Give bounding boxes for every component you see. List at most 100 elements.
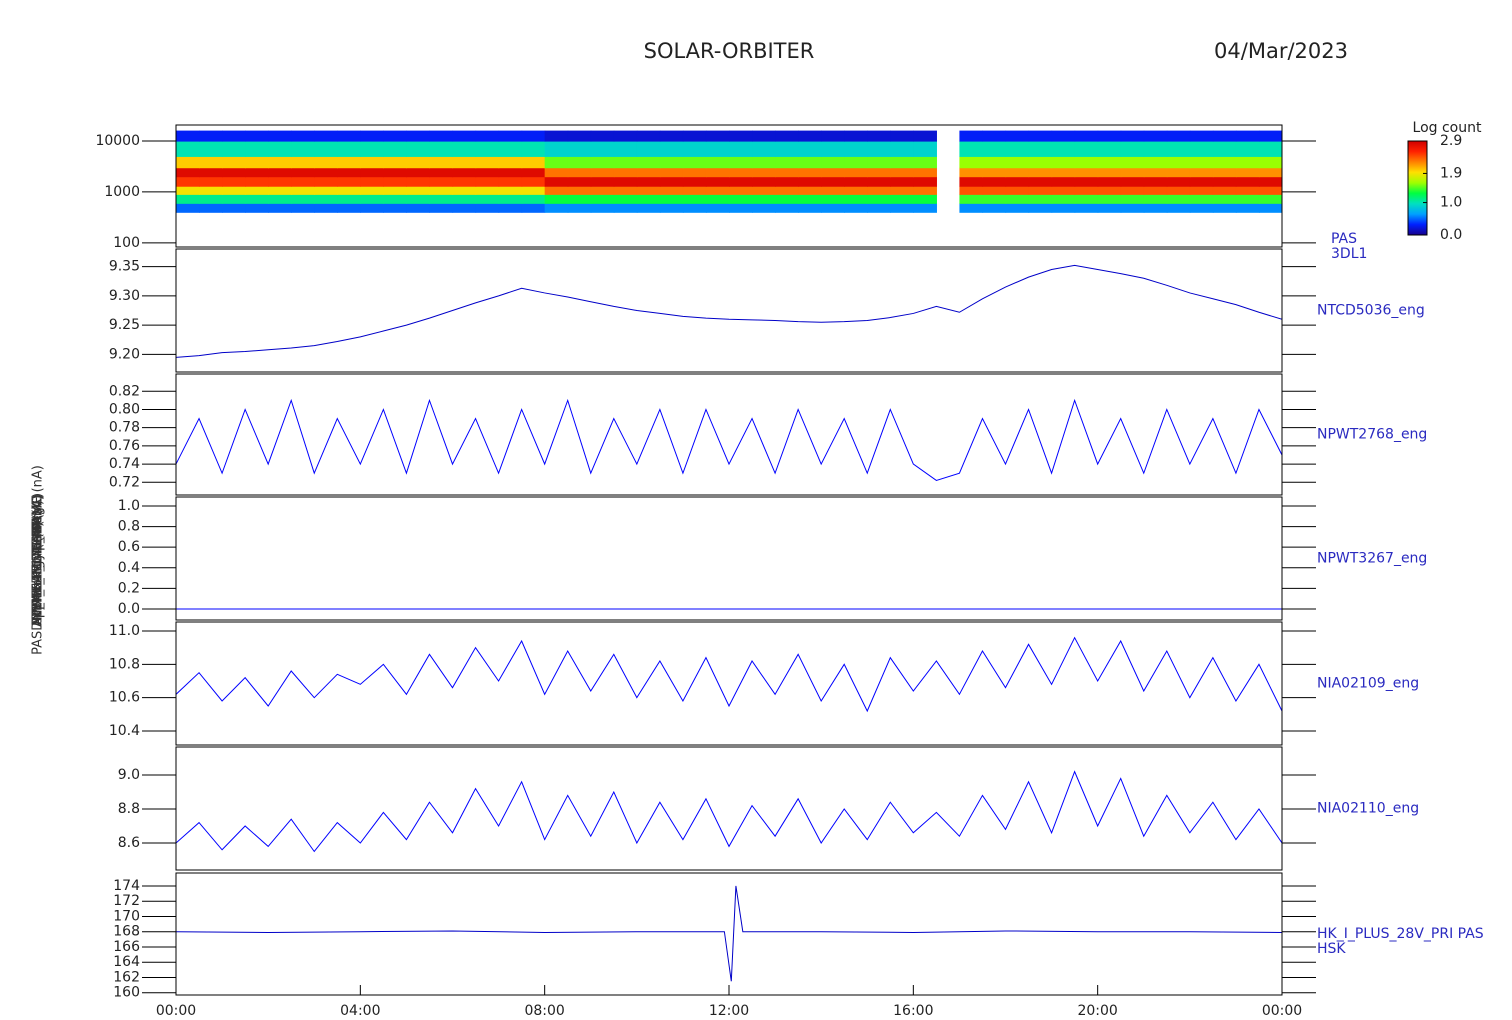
heatmap-cell bbox=[1005, 156, 1030, 169]
heatmap-cell bbox=[613, 140, 638, 157]
heatmap-cell bbox=[1235, 176, 1260, 187]
heatmap-cell bbox=[268, 156, 292, 169]
heatmap-cell bbox=[890, 140, 914, 157]
heatmap-cell bbox=[913, 167, 937, 178]
heatmap-cell bbox=[1074, 167, 1099, 178]
heatmap-cell bbox=[452, 186, 477, 195]
heatmap-cell bbox=[1120, 140, 1145, 157]
heatmap-cell bbox=[752, 194, 776, 204]
heatmap-cell bbox=[890, 176, 914, 187]
heatmap-cell bbox=[222, 130, 246, 142]
heatmap-cell bbox=[636, 140, 661, 157]
heatmap-cell bbox=[337, 167, 361, 178]
heatmap-cell bbox=[590, 130, 615, 142]
data-line bbox=[176, 636, 1282, 713]
panel-label: NIA02109_eng bbox=[1317, 676, 1419, 692]
heatmap-cell bbox=[567, 167, 592, 178]
heatmap-cell bbox=[383, 156, 408, 169]
heatmap-cell bbox=[475, 130, 500, 142]
heatmap-cell bbox=[245, 130, 269, 142]
heatmap-cell bbox=[475, 156, 500, 169]
heatmap-cell bbox=[291, 140, 315, 157]
heatmap-cell bbox=[1235, 156, 1260, 169]
y-tick-label: 1000 bbox=[104, 184, 140, 200]
y-tick-label: 160 bbox=[113, 985, 140, 1001]
heatmap-cell bbox=[360, 194, 384, 204]
y-tick-label: 0.76 bbox=[109, 438, 140, 454]
heatmap-cell bbox=[821, 186, 845, 195]
heatmap-cell bbox=[1097, 140, 1122, 157]
heatmap-cell bbox=[752, 167, 776, 178]
heatmap-cell bbox=[613, 167, 638, 178]
heatmap-cell bbox=[498, 176, 523, 187]
colorbar-tick-label: 1.9 bbox=[1440, 165, 1462, 181]
heatmap-cell bbox=[1143, 194, 1168, 204]
data-line bbox=[176, 264, 1282, 358]
heatmap-cell bbox=[383, 140, 408, 157]
heatmap-cell bbox=[844, 167, 868, 178]
colorbar-tick-label: 2.9 bbox=[1440, 133, 1462, 149]
heatmap-cell bbox=[314, 156, 338, 169]
heatmap-cell bbox=[1235, 130, 1260, 142]
heatmap-cell bbox=[1166, 130, 1191, 142]
heatmap-cell bbox=[199, 203, 223, 213]
heatmap-cell bbox=[314, 194, 338, 204]
heatmap-cell bbox=[360, 167, 384, 178]
heatmap-cell bbox=[521, 194, 546, 204]
y-axis-label: THERMC4 (mA) bbox=[31, 510, 46, 610]
heatmap-cell bbox=[1097, 167, 1122, 178]
heatmap-cell bbox=[176, 186, 200, 195]
heatmap-cell bbox=[1212, 156, 1237, 169]
heatmap-cell bbox=[1189, 156, 1214, 169]
heatmap-cell bbox=[636, 156, 661, 169]
heatmap-cell bbox=[268, 130, 292, 142]
heatmap-cell bbox=[1005, 176, 1030, 187]
heatmap-cell bbox=[291, 130, 315, 142]
heatmap-cell bbox=[729, 186, 753, 195]
heatmap-cell bbox=[383, 176, 408, 187]
heatmap-cell bbox=[567, 130, 592, 142]
heatmap-cell bbox=[176, 140, 200, 157]
heatmap-cell bbox=[498, 156, 523, 169]
panel: 0.72 0.74 0.76 0.78 0.80 0.82 NPWT2768_eng SWA-… bbox=[31, 373, 1427, 625]
heatmap-cell bbox=[406, 186, 431, 195]
heatmap-cell bbox=[268, 186, 292, 195]
colorbar-title: Log count bbox=[1413, 120, 1482, 136]
heatmap-cell bbox=[498, 203, 523, 213]
heatmap-cell bbox=[1235, 167, 1260, 178]
heatmap-cell bbox=[1166, 156, 1191, 169]
heatmap-cell bbox=[844, 194, 868, 204]
heatmap-cell bbox=[544, 130, 569, 142]
heatmap-cell bbox=[544, 194, 569, 204]
heatmap-cell bbox=[729, 130, 753, 142]
heatmap-cell bbox=[821, 203, 845, 213]
heatmap-cell bbox=[682, 140, 707, 157]
heatmap-cell bbox=[1074, 130, 1099, 142]
heatmap-cell bbox=[705, 203, 730, 213]
heatmap-cell bbox=[1028, 176, 1053, 187]
heatmap-cell bbox=[867, 156, 891, 169]
heatmap-cell bbox=[1258, 203, 1282, 213]
heatmap-cell bbox=[659, 186, 684, 195]
heatmap-cell bbox=[752, 130, 776, 142]
heatmap-cell bbox=[475, 203, 500, 213]
heatmap-cell bbox=[314, 176, 338, 187]
y-tick-label: 0.0 bbox=[118, 601, 140, 617]
heatmap-cell bbox=[1258, 156, 1282, 169]
heatmap-cell bbox=[176, 203, 200, 213]
y-axis-label: SWA-EAS1 TEMP (V) bbox=[31, 495, 46, 625]
heatmap-cell bbox=[1143, 176, 1168, 187]
heatmap-cell bbox=[821, 194, 845, 204]
heatmap-cell bbox=[982, 203, 1007, 213]
y-axis-label: Energy (eV) bbox=[31, 522, 46, 599]
heatmap-cell bbox=[1258, 140, 1282, 157]
heatmap-cell bbox=[682, 176, 707, 187]
heatmap-cell bbox=[291, 167, 315, 178]
heatmap-cell bbox=[1097, 203, 1122, 213]
heatmap-cell bbox=[682, 194, 707, 204]
heatmap-cell bbox=[314, 203, 338, 213]
heatmap-cell bbox=[383, 194, 408, 204]
heatmap-cell bbox=[752, 203, 776, 213]
heatmap-cell bbox=[452, 167, 477, 178]
heatmap-cell bbox=[1258, 194, 1282, 204]
